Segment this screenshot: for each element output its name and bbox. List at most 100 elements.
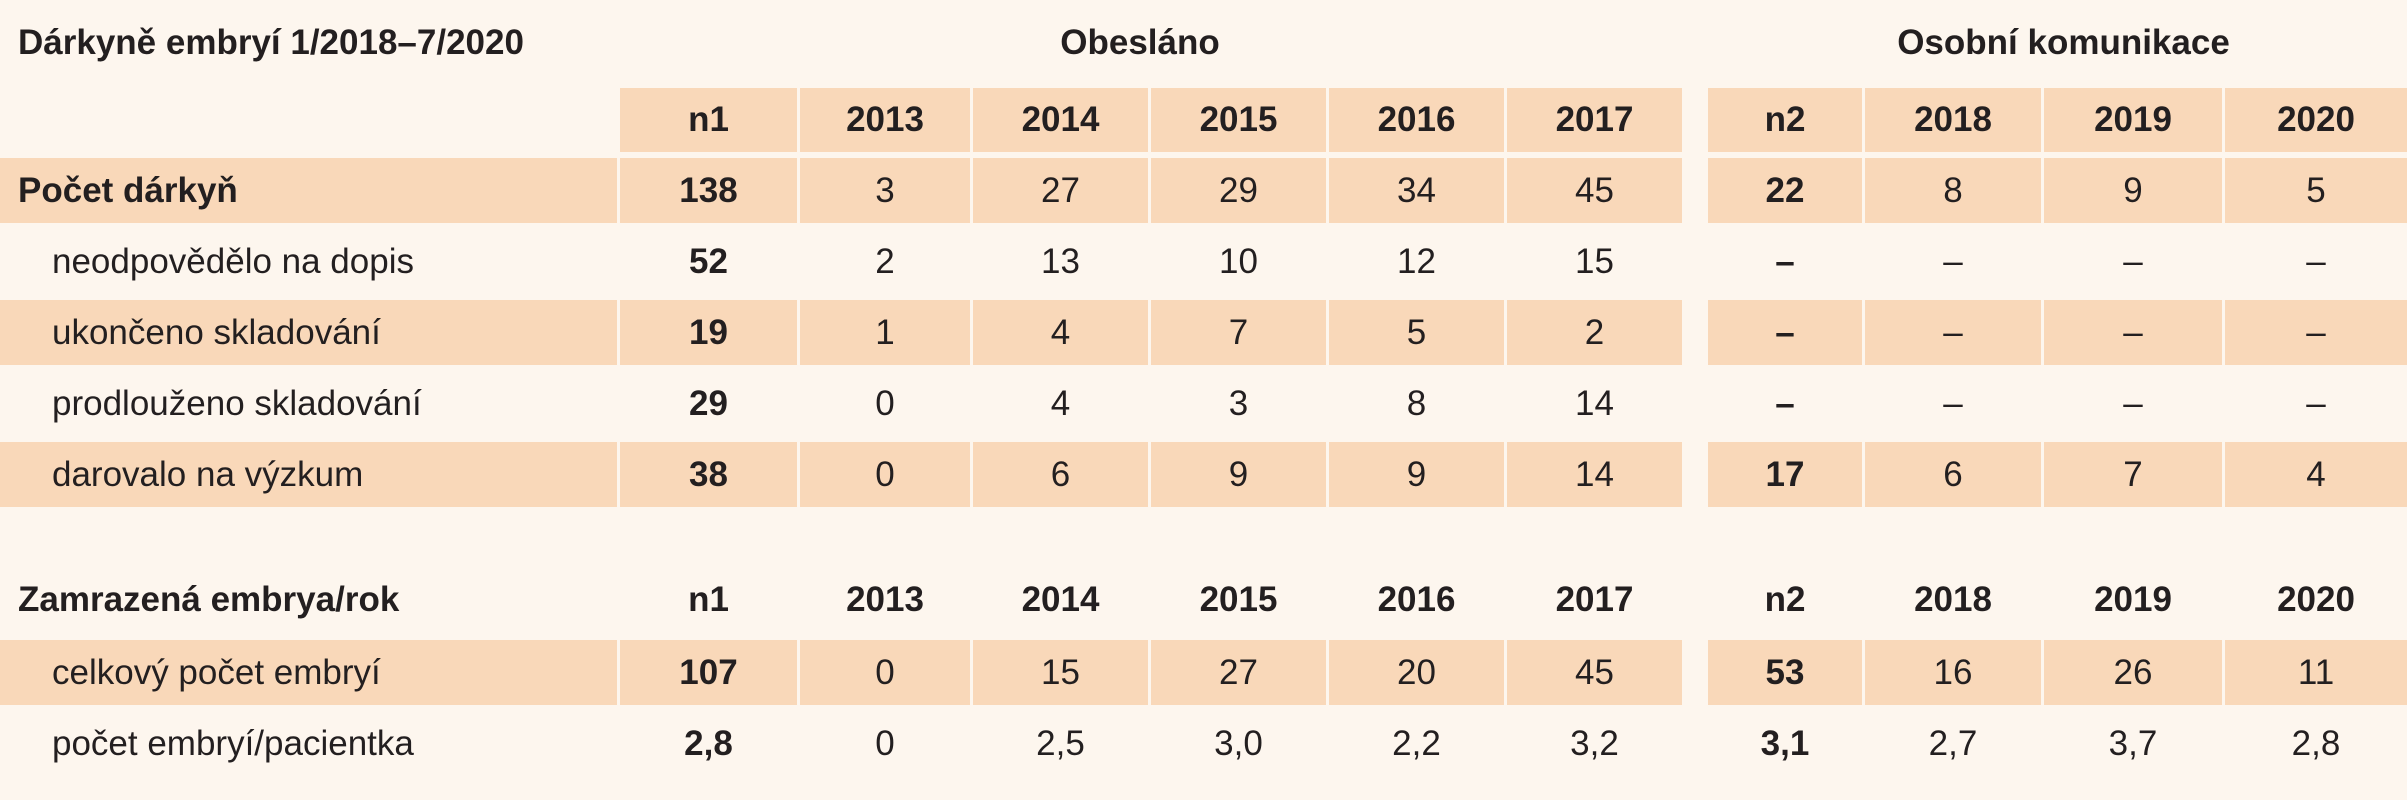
group-header-obeslano: Obesláno [1060,22,1220,62]
column-header: n2 [1764,580,1806,619]
table-cell: 5 [2225,158,2407,223]
table-row: celkový počet embryí 107 0 15 27 20 45 53 16 26 11 [0,637,2407,708]
table-cell: 12 [1397,241,1436,281]
table-cell: 8 [1406,383,1427,423]
table-cell: 3,1 [1760,723,1810,763]
table-cell: 3 [1228,383,1249,423]
table-cell: 14 [1507,442,1682,507]
column-header: 2020 [2277,580,2355,619]
table-cell: – [2123,383,2143,423]
table-cell: 27 [1151,640,1326,705]
row-label: darovalo na výzkum [0,442,617,507]
column-header: 2020 [2225,88,2407,152]
table-cell: 7 [2044,442,2222,507]
table-cell: 38 [620,442,797,507]
table-cell: – [2044,300,2222,365]
table-cell: 16 [1865,640,2041,705]
table-cell: 3,0 [1214,723,1263,763]
row-label: Počet dárkyň [0,158,617,223]
table-cell: 22 [1708,158,1862,223]
table-cell: – [1943,383,1963,423]
table-cell: 2,7 [1928,723,1978,763]
table-cell: 9 [1329,442,1504,507]
column-header: 2019 [2094,580,2172,619]
table-cell: 45 [1507,640,1682,705]
table-cell: 34 [1329,158,1504,223]
table-cell: 0 [800,640,970,705]
column-header: 2016 [1329,88,1504,152]
table-cell: 3 [800,158,970,223]
table-cell: 2 [875,241,895,281]
table-cell: – [2306,241,2326,281]
section2-header-row: Zamrazená embrya/rok n1 2013 2014 2015 2016 20… [0,565,2407,635]
table-row: darovalo na výzkum 38 0 6 9 9 14 17 6 7 4 [0,439,2407,510]
table-cell: 29 [1151,158,1326,223]
group-header-osobni-komunikace: Osobní komunikace [1897,22,2230,62]
table-cell: 15 [1575,241,1614,281]
row-label: prodlouženo skladování [52,383,422,423]
table-cell: – [2123,241,2143,281]
table-cell: 53 [1708,640,1862,705]
group-header-row: Dárkyně embryí 1/2018–7/2020 Obesláno Os… [0,0,2407,85]
table-cell: 9 [2044,158,2222,223]
table-cell: – [2225,300,2407,365]
table-cell: 0 [875,383,895,423]
column-header: 2015 [1151,88,1326,152]
column-header: 2013 [800,88,970,152]
table-cell: – [2306,383,2326,423]
column-header: 2015 [1199,580,1278,619]
table-cell: 3,7 [2108,723,2158,763]
column-header: 2016 [1377,580,1456,619]
column-header: 2017 [1555,580,1634,619]
table-cell: 4 [973,300,1148,365]
table-cell: 1 [800,300,970,365]
table-cell: 4 [1050,383,1071,423]
table-row: prodlouženo skladování 29 0 4 3 8 14 – – – – [0,368,2407,439]
table-cell: 17 [1708,442,1862,507]
column-header: n1 [688,580,729,619]
table-cell: 9 [1151,442,1326,507]
table-cell: 2,2 [1392,723,1441,763]
table-cell: 45 [1507,158,1682,223]
table-row: Počet dárkyň 138 3 27 29 34 45 22 8 9 5 [0,155,2407,226]
table-cell: 2,8 [684,723,733,763]
table-cell: 138 [620,158,797,223]
section2-title: Zamrazená embrya/rok [18,580,400,619]
table-cell: 7 [1151,300,1326,365]
table-cell: – [1865,300,2041,365]
table-cell: 27 [973,158,1148,223]
table-cell: 52 [689,241,728,281]
table-cell: – [1775,241,1795,281]
column-header: 2013 [846,580,924,619]
table-cell: 2,5 [1036,723,1085,763]
table-cell: – [1943,241,1963,281]
table-cell: 13 [1041,241,1080,281]
table-cell: 6 [1865,442,2041,507]
table-cell: 6 [973,442,1148,507]
column-header: 2018 [1865,88,2041,152]
table-cell: – [1708,300,1862,365]
column-header: n1 [620,88,797,152]
table-cell: – [1775,383,1795,423]
table-cell: 26 [2044,640,2222,705]
table-cell: 3,2 [1570,723,1619,763]
table-cell: 19 [620,300,797,365]
table-cell: 2,8 [2291,723,2341,763]
column-header: 2018 [1914,580,1992,619]
column-header-row: n1 2013 2014 2015 2016 2017 n2 2018 2019 2020 [0,85,2407,155]
row-label: ukončeno skladování [0,300,617,365]
table-cell: 0 [800,442,970,507]
table-title: Dárkyně embryí 1/2018–7/2020 [18,22,524,62]
row-label: počet embryí/pacientka [52,723,414,763]
table-row: počet embryí/pacientka 2,8 0 2,5 3,0 2,2 3,2 3,… [0,708,2407,779]
row-label: neodpovědělo na dopis [52,241,414,281]
table-cell: 2 [1507,300,1682,365]
table-cell: 4 [2225,442,2407,507]
table-cell: 10 [1219,241,1258,281]
table-cell: 15 [973,640,1148,705]
table-cell: 107 [620,640,797,705]
column-header: 2017 [1507,88,1682,152]
column-header: n2 [1708,88,1862,152]
table-cell: 8 [1865,158,2041,223]
